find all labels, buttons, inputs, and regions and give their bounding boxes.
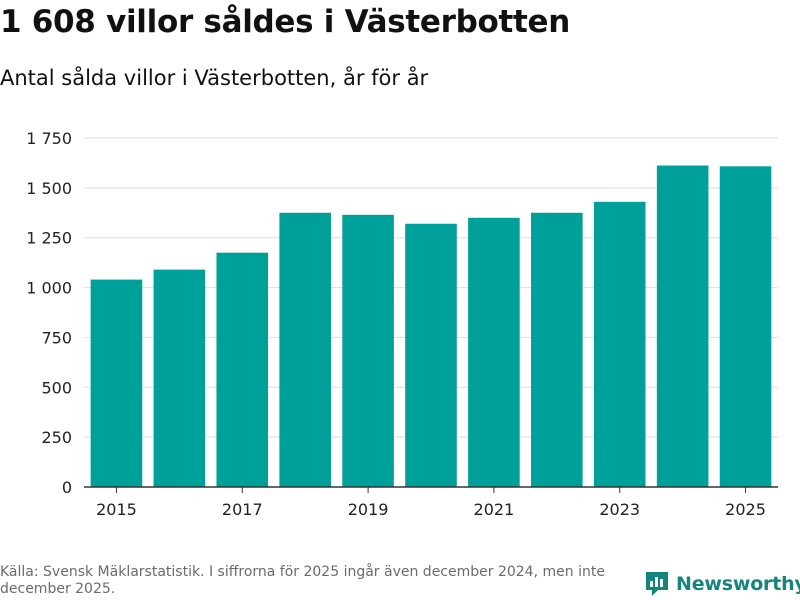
x-axis-labels: 2015 2017 2019 2021 2023 2025 [96, 487, 766, 519]
chart-title: 1 608 villor såldes i Västerbotten [0, 4, 571, 40]
chart-subtitle: Antal sålda villor i Västerbotten, år fö… [0, 66, 429, 90]
bar-2018[interactable] [279, 212, 331, 488]
bar-2019[interactable] [342, 214, 394, 487]
bar-2025[interactable] [719, 166, 772, 488]
y-tick-label: 1 250 [26, 229, 72, 248]
x-tick-label: 2017 [222, 500, 263, 519]
bar-2015[interactable] [90, 279, 143, 487]
x-tick-label: 2025 [725, 500, 766, 519]
bars [90, 165, 772, 488]
y-tick-label: 1 000 [26, 279, 72, 298]
bar-2022[interactable] [531, 212, 583, 488]
brand-logo[interactable]: Newsworthy [644, 570, 800, 598]
y-tick-label: 250 [41, 428, 72, 447]
bar-2021[interactable] [468, 217, 520, 487]
bar-2016[interactable] [153, 269, 206, 487]
y-tick-label: 1 500 [26, 179, 72, 198]
y-axis-labels: 0 250 500 750 1 000 1 250 1 500 1 750 [26, 129, 72, 497]
x-tick-label: 2023 [599, 500, 640, 519]
y-tick-label: 750 [41, 328, 72, 347]
x-tick-label: 2019 [348, 500, 389, 519]
x-tick-label: 2015 [96, 500, 137, 519]
bar-2020[interactable] [405, 223, 457, 488]
source-note: Källa: Svensk Mäklarstatistik. I siffror… [0, 564, 605, 597]
bar-2024[interactable] [656, 165, 709, 487]
newsworthy-logo-icon [646, 572, 668, 596]
x-tick-label: 2021 [474, 500, 515, 519]
y-tick-label: 500 [41, 378, 72, 397]
y-tick-label: 1 750 [26, 129, 72, 148]
y-tick-label: 0 [62, 478, 72, 497]
bar-2017[interactable] [216, 252, 269, 487]
bar-2023[interactable] [593, 201, 646, 487]
brand-name: Newsworthy [676, 573, 800, 595]
